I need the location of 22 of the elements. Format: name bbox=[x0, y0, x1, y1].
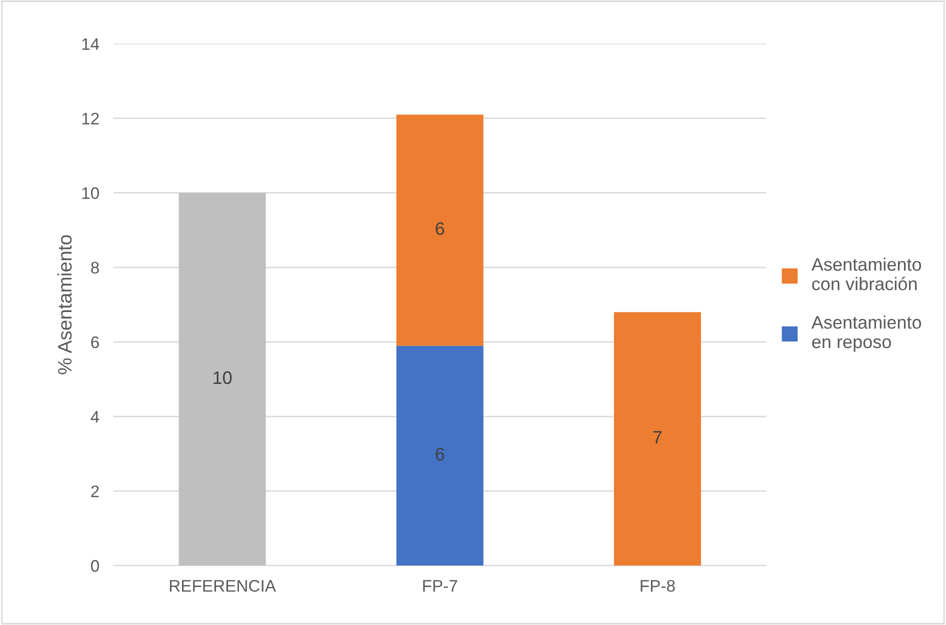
bar bbox=[396, 346, 484, 566]
data-label: 6 bbox=[436, 222, 444, 235]
y-tick-label: 0 bbox=[91, 560, 99, 572]
y-axis-title: % Asentamiento bbox=[57, 235, 72, 374]
x-tick-label: FP-8 bbox=[640, 580, 675, 592]
bar bbox=[396, 114, 484, 346]
legend-label: Asentamiento en reposo bbox=[811, 316, 922, 352]
data-label: 7 bbox=[653, 431, 662, 444]
y-tick-label: 2 bbox=[91, 485, 99, 498]
y-tick-label: 8 bbox=[91, 262, 99, 274]
data-label: 10 bbox=[214, 371, 232, 384]
y-tick-label: 6 bbox=[91, 336, 99, 348]
y-tick-label: 12 bbox=[82, 112, 99, 124]
x-tick-label: FP-7 bbox=[423, 580, 458, 592]
legend-label: Asentamiento con vibración bbox=[811, 258, 922, 290]
bar bbox=[614, 312, 701, 566]
y-tick-label: 10 bbox=[82, 187, 99, 200]
y-tick-label: 4 bbox=[90, 411, 100, 423]
y-tick-label: 14 bbox=[82, 38, 100, 50]
x-tick-label: REFERENCIA bbox=[170, 580, 276, 592]
bar bbox=[178, 192, 266, 566]
data-label: 6 bbox=[436, 448, 444, 461]
